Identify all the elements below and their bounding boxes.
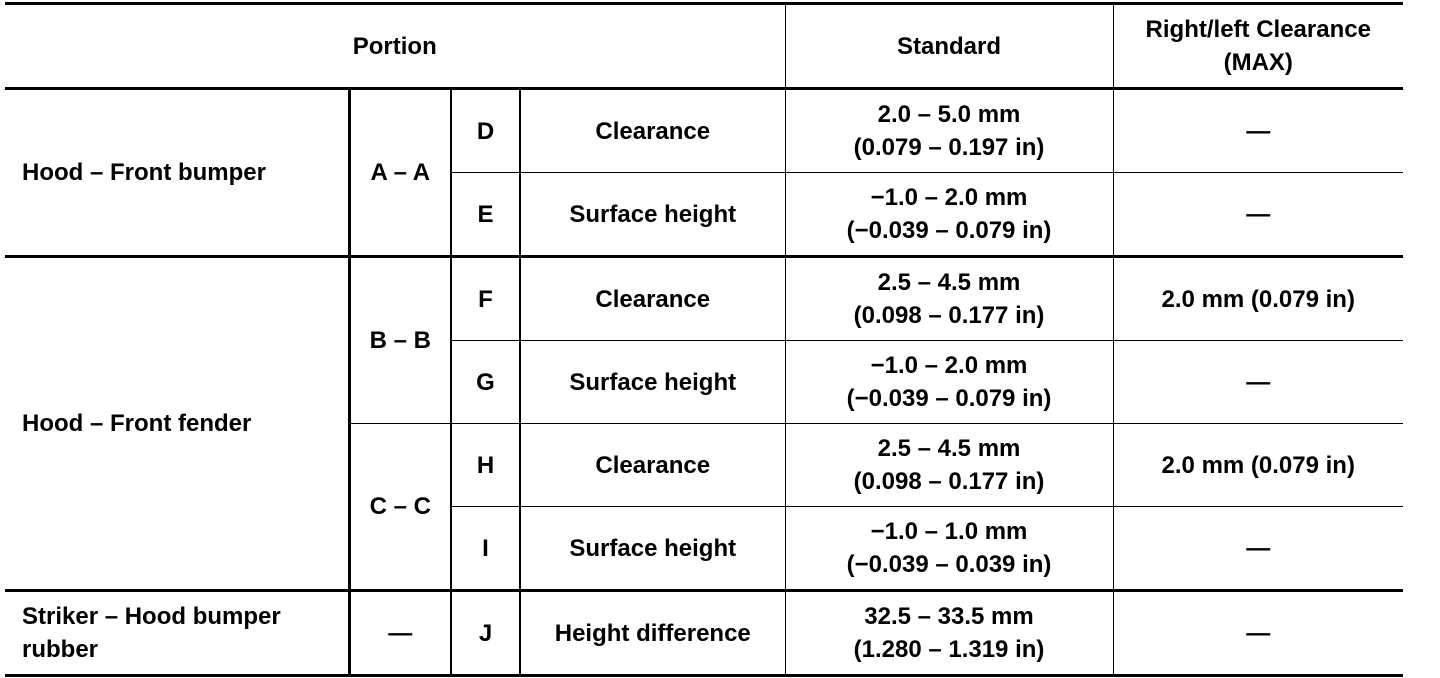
portion-cell: Hood – Front fender	[5, 255, 351, 591]
code-cell: E	[451, 172, 521, 257]
table-row: E Surface height −1.0 – 2.0 mm (−0.039 – 0.…	[5, 172, 1403, 257]
item-cell: Height difference	[520, 589, 786, 677]
standard-mm: −1.0 – 2.0 mm	[870, 352, 1028, 379]
standard-cell: 2.5 – 4.5 mm (0.098 – 0.177 in)	[785, 255, 1114, 341]
standard-cell: 32.5 – 33.5 mm (1.280 – 1.319 in)	[785, 589, 1114, 677]
max-cell: 2.0 mm (0.079 in)	[1113, 255, 1403, 341]
max-cell: —	[1113, 589, 1403, 677]
standard-cell: −1.0 – 1.0 mm (−0.039 – 0.039 in)	[785, 506, 1114, 591]
spec-table: Portion Standard Right/left Clearance (M…	[5, 2, 1403, 677]
section-cell: B – B	[349, 255, 452, 424]
table-body: Hood – Front bumper A – A D Clearance 2.0 – …	[5, 87, 1403, 677]
max-cell: —	[1113, 340, 1403, 424]
table-row: Striker – Hood bumper rubber — J Height dif…	[5, 589, 1403, 677]
max-cell: 2.0 mm (0.079 in)	[1113, 423, 1403, 507]
standard-cell: −1.0 – 2.0 mm (−0.039 – 0.079 in)	[785, 172, 1114, 257]
standard-in: (0.098 – 0.177 in)	[853, 302, 1045, 329]
max-cell: —	[1113, 172, 1403, 257]
code-cell: I	[451, 506, 521, 591]
header-cell: Right/left Clearance (MAX)	[1113, 2, 1403, 90]
item-cell: Surface height	[520, 506, 786, 591]
standard-mm: 2.0 – 5.0 mm	[877, 101, 1021, 128]
table-row: I Surface height −1.0 – 1.0 mm (−0.039 – 0.…	[5, 506, 1403, 591]
header-cell: Standard	[785, 2, 1114, 90]
table-row: G Surface height −1.0 – 2.0 mm (−0.039 – 0.…	[5, 340, 1403, 424]
table-row: Hood – Front bumper A – A D Clearance 2.0 – …	[5, 87, 1403, 257]
standard-mm: 2.5 – 4.5 mm	[877, 269, 1021, 296]
max-cell: —	[1113, 506, 1403, 591]
section-cell: A – A	[349, 87, 452, 257]
max-cell: —	[1113, 87, 1403, 173]
section-cell: —	[349, 589, 452, 677]
item-cell: Surface height	[520, 172, 786, 257]
standard-cell: −1.0 – 2.0 mm (−0.039 – 0.079 in)	[785, 340, 1114, 424]
table-row: C – C H Clearance 2.5 – 4.5 mm (0.098 – 0.17…	[5, 423, 1403, 591]
code-cell: D	[451, 87, 521, 173]
code-cell: H	[451, 423, 521, 507]
code-cell: J	[451, 589, 521, 677]
standard-in: (1.280 – 1.319 in)	[853, 636, 1045, 663]
table-row: Hood – Front fender B – B F Clearance 2.5 – …	[5, 255, 1403, 591]
standard-mm: −1.0 – 2.0 mm	[870, 184, 1028, 211]
standard-in: (−0.039 – 0.079 in)	[846, 217, 1052, 244]
code-cell: F	[451, 255, 521, 341]
item-cell: Surface height	[520, 340, 786, 424]
portion-cell: Striker – Hood bumper rubber	[5, 589, 351, 677]
item-cell: Clearance	[520, 423, 786, 507]
standard-mm: −1.0 – 1.0 mm	[870, 518, 1028, 545]
standard-in: (0.098 – 0.177 in)	[853, 468, 1045, 495]
standard-mm: 2.5 – 4.5 mm	[877, 435, 1021, 462]
portion-cell: Hood – Front bumper	[5, 87, 351, 257]
standard-mm: 32.5 – 33.5 mm	[864, 603, 1034, 630]
standard-in: (0.079 – 0.197 in)	[853, 134, 1045, 161]
code-cell: G	[451, 340, 521, 424]
standard-cell: 2.0 – 5.0 mm (0.079 – 0.197 in)	[785, 87, 1114, 173]
standard-cell: 2.5 – 4.5 mm (0.098 – 0.177 in)	[785, 423, 1114, 507]
section-cell: C – C	[349, 423, 452, 591]
item-cell: Clearance	[520, 255, 786, 341]
standard-in: (−0.039 – 0.079 in)	[846, 385, 1052, 412]
header-row: Portion Standard Right/left Clearance (M…	[5, 2, 1403, 90]
header-cell: Portion	[5, 2, 786, 90]
item-cell: Clearance	[520, 87, 786, 173]
standard-in: (−0.039 – 0.039 in)	[846, 551, 1052, 578]
